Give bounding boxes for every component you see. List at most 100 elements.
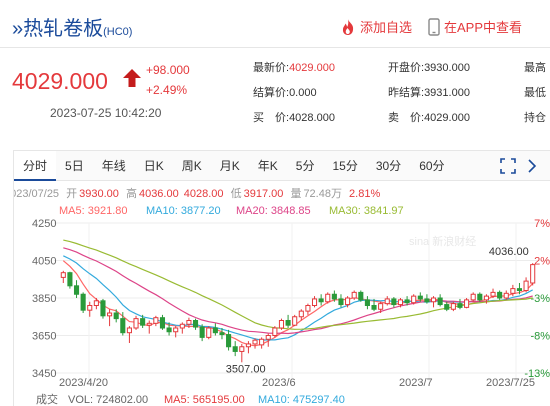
candle-body <box>140 318 146 326</box>
candle-body <box>120 318 126 334</box>
candle-body <box>305 305 311 312</box>
instrument-code: (HC0) <box>103 26 133 38</box>
candle-body <box>417 295 423 300</box>
pct-tick-label: 2% <box>534 256 550 268</box>
candle-body <box>60 272 66 278</box>
candle-body <box>411 295 417 304</box>
ma10-legend: MA10: 3877.20 <box>146 205 221 217</box>
tab-10[interactable]: 60分 <box>419 159 445 173</box>
y-tick-label: 3650 <box>32 331 56 343</box>
volume-label: 成交 <box>36 392 58 406</box>
more-button[interactable] <box>526 158 550 174</box>
candle-body <box>272 327 278 336</box>
candle-body <box>457 303 463 308</box>
candle-body <box>338 298 344 306</box>
candle-body <box>226 334 232 348</box>
pct-tick-label: -8% <box>530 331 550 343</box>
candle-body <box>212 327 218 334</box>
quote-time: 2023-07-25 10:42:20 <box>50 106 162 120</box>
tab-6[interactable]: 年K <box>257 159 278 173</box>
candle-body <box>450 303 456 310</box>
candle-body <box>331 293 337 300</box>
stats-column-1: 最新价:4029.000 结算价:0.000 买 价:4028.000 <box>253 56 335 131</box>
add-favorite-button[interactable]: 添加自选 <box>340 17 412 36</box>
title-prefix: » <box>12 18 24 40</box>
candle-body <box>510 288 516 294</box>
candle-body <box>503 292 509 299</box>
candle-body <box>219 332 225 336</box>
candle-body <box>397 299 404 306</box>
up-arrow-icon <box>123 69 141 87</box>
watermark: sina 新浪财经 <box>409 234 476 248</box>
x-tick-label: 2023/7 <box>399 377 433 389</box>
stat-settle: 结算价:0.000 <box>253 87 317 99</box>
candle-body <box>232 346 238 352</box>
candle-body <box>298 310 304 318</box>
open-app-button[interactable]: 在APP中查看 <box>428 17 522 36</box>
candle-body <box>444 304 450 310</box>
candle-body <box>245 343 251 348</box>
ma20-legend: MA20: 3848.85 <box>236 205 311 217</box>
change-percent: +2.49% <box>146 83 188 97</box>
candle-body <box>166 327 172 333</box>
tab-1[interactable]: 5日 <box>65 159 84 173</box>
candle-body <box>199 326 205 338</box>
fullscreen-button[interactable] <box>500 158 516 174</box>
pct-tick-label: -3% <box>530 293 550 305</box>
tab-8[interactable]: 15分 <box>332 159 358 173</box>
tab-9[interactable]: 30分 <box>375 159 402 173</box>
candle-body <box>490 291 496 297</box>
candle-body <box>107 312 113 317</box>
fire-icon <box>342 18 354 35</box>
tab-0[interactable]: 分时 <box>14 151 57 181</box>
y-tick-label: 3850 <box>32 293 56 305</box>
stat-position-label: 持仓 <box>524 112 546 124</box>
tab-2[interactable]: 年线 <box>101 159 126 173</box>
stat-open: 开盘价:3930.000 <box>388 62 470 74</box>
candle-body <box>351 291 357 299</box>
candle-body <box>470 293 476 301</box>
candle-body <box>153 317 159 324</box>
candle-body <box>285 320 291 326</box>
candle-body <box>430 297 437 303</box>
candle-body <box>252 339 258 345</box>
candle-body <box>516 288 523 291</box>
candle-body <box>186 320 192 325</box>
candle-body <box>325 293 331 303</box>
period-tabs: 分时 5日 年线 日K 周K 月K 年K 5分 15分 30分 60分 <box>14 151 550 181</box>
candle-body <box>133 318 139 329</box>
candle-body <box>278 320 285 329</box>
candle-body <box>384 298 390 305</box>
phone-icon <box>428 17 440 36</box>
title-bar: »热轧卷板(HC0) 添加自选 在APP中查看 <box>0 0 550 48</box>
tab-4[interactable]: 周K <box>181 159 202 173</box>
tab-3[interactable]: 日K <box>143 159 164 173</box>
instrument-title: »热轧卷板(HC0) <box>12 12 132 41</box>
stat-bid: 买 价:4028.000 <box>253 112 335 124</box>
candle-body <box>437 297 443 306</box>
tab-5[interactable]: 月K <box>219 159 240 173</box>
candle-body <box>378 303 384 310</box>
candle-body <box>371 305 377 310</box>
stat-low-label: 最低 <box>524 87 546 99</box>
latest-price: 4029.000 <box>12 68 108 94</box>
pct-tick-label: 7% <box>534 218 550 230</box>
quote-panel: 4029.000 +98.000 +2.49% 2023-07-25 10:42… <box>0 48 550 130</box>
candle-body <box>100 300 106 317</box>
candle-body <box>292 316 298 326</box>
candle-body <box>391 298 397 306</box>
candle-body <box>497 291 503 299</box>
candle-body <box>311 298 318 306</box>
fullscreen-icon <box>500 158 516 174</box>
candle-body <box>73 285 80 295</box>
tab-7[interactable]: 5分 <box>295 159 315 173</box>
x-tick-label: 2023/4/20 <box>59 377 108 389</box>
ma30-line <box>63 239 533 330</box>
candle-body <box>318 298 324 303</box>
stat-latest: 最新价:4029.000 <box>253 62 335 74</box>
chart-panel: 分时 5日 年线 日K 周K 月K 年K 5分 15分 30分 60分 2023/07/25 开39… <box>13 150 550 406</box>
volume-vol: VOL: 724802.00 <box>68 394 148 406</box>
candle-body <box>364 299 370 306</box>
candle-body <box>87 305 93 311</box>
